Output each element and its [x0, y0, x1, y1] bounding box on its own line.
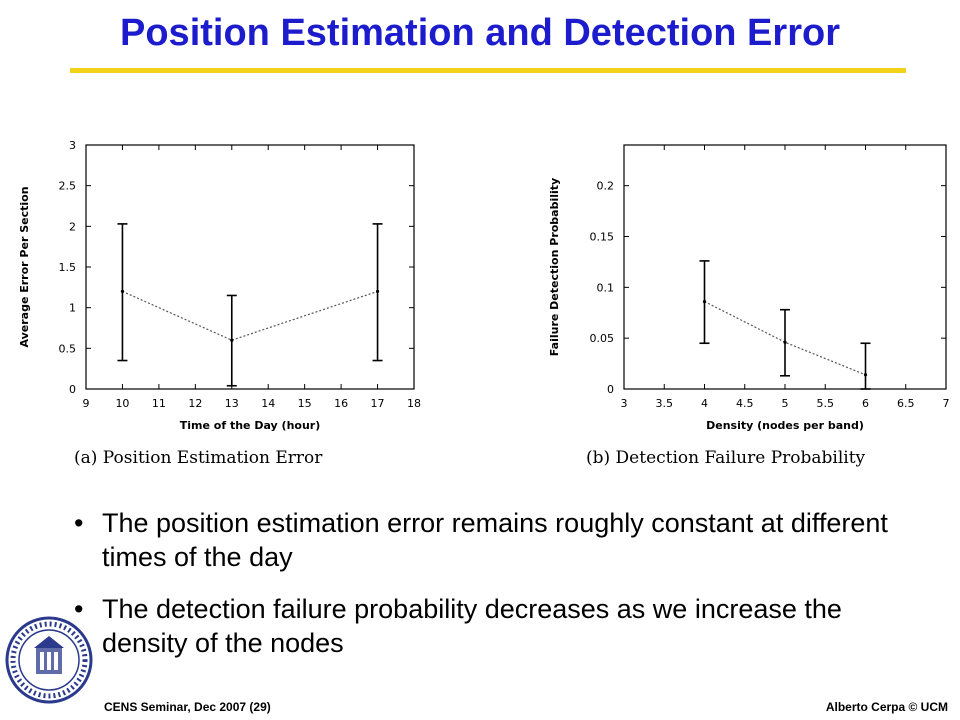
x-tick-label: 14	[261, 397, 275, 410]
x-axis-label: Density (nodes per band)	[706, 419, 864, 432]
plot-frame	[85, 144, 415, 390]
y-tick-label: 1.5	[59, 261, 77, 274]
bullet-item: • The position estimation error remains …	[74, 506, 934, 574]
y-tick-label: 2.5	[59, 180, 77, 193]
y-tick-label: 2	[69, 220, 76, 233]
data-point	[783, 340, 787, 344]
bullet-dot-icon: •	[74, 508, 84, 538]
data-point	[230, 338, 234, 342]
y-tick-label: 0.15	[590, 231, 615, 244]
title-underline	[70, 68, 906, 73]
y-tick-label: 0.5	[59, 342, 77, 355]
chart-detection-failure: 3 3.5 4 4.5 5 5.5 6 6.5 7 0 0.05 0.1 0.15 0.2 Density …	[548, 144, 950, 432]
x-tick-label: 10	[115, 397, 129, 410]
x-tick-label: 17	[371, 397, 385, 410]
data-point	[863, 373, 868, 377]
x-tick-label: 4	[701, 397, 708, 410]
x-tick-label: 15	[298, 397, 312, 410]
x-tick-label: 13	[225, 397, 239, 410]
data-point	[120, 289, 125, 293]
y-tick-label: 0.1	[597, 281, 615, 294]
slide-title: Position Estimation and Detection Error	[120, 12, 840, 54]
series-line	[704, 301, 866, 376]
university-seal-icon	[5, 616, 93, 704]
x-tick-label: 4.5	[736, 397, 754, 410]
x-tick-label: 6	[862, 397, 869, 410]
x-tick-label: 3	[621, 397, 628, 410]
bullet-text: The detection failure probability decrea…	[102, 594, 842, 658]
x-tick-label: 18	[407, 397, 421, 410]
y-tick-label: 3	[69, 139, 76, 152]
y-tick-label: 0.05	[590, 332, 615, 345]
x-tick-label: 3.5	[656, 397, 674, 410]
series-line	[122, 290, 378, 341]
x-axis-label: Time of the Day (hour)	[180, 419, 321, 432]
bullet-item: • The detection failure probability decr…	[74, 592, 934, 660]
x-tick-label: 5	[782, 397, 789, 410]
y-axis-label: Failure Detection Probability	[548, 178, 561, 356]
y-axis-label: Average Error Per Section	[18, 186, 31, 347]
data-point	[702, 299, 707, 304]
x-tick-label: 7	[943, 397, 950, 410]
data-point	[375, 289, 380, 293]
bullet-list: • The position estimation error remains …	[74, 506, 934, 678]
footer-right: Alberto Cerpa © UCM	[825, 700, 948, 714]
y-tick-label: 0.2	[597, 180, 615, 193]
y-tick-label: 0	[607, 383, 614, 396]
y-tick-label: 1	[69, 302, 76, 315]
x-tick-label: 12	[188, 397, 202, 410]
y-tick-label: 0	[69, 383, 76, 396]
bullet-text: The position estimation error remains ro…	[102, 508, 888, 572]
x-tick-label: 5.5	[817, 397, 835, 410]
footer-left: CENS Seminar, Dec 2007 (29)	[104, 700, 271, 714]
x-tick-label: 9	[83, 397, 90, 410]
chart-caption-a: (a) Position Estimation Error	[74, 448, 323, 468]
x-tick-label: 11	[152, 397, 166, 410]
x-tick-label: 16	[334, 397, 348, 410]
chart-position-error: 9 10 11 12 13 14 15 16 17 18 0 0.5 1 1.5 2 2.5 3 Time of …	[18, 139, 421, 432]
chart-caption-b: (b) Detection Failure Probability	[586, 448, 866, 468]
bullet-dot-icon: •	[74, 594, 84, 624]
x-tick-label: 6.5	[897, 397, 915, 410]
